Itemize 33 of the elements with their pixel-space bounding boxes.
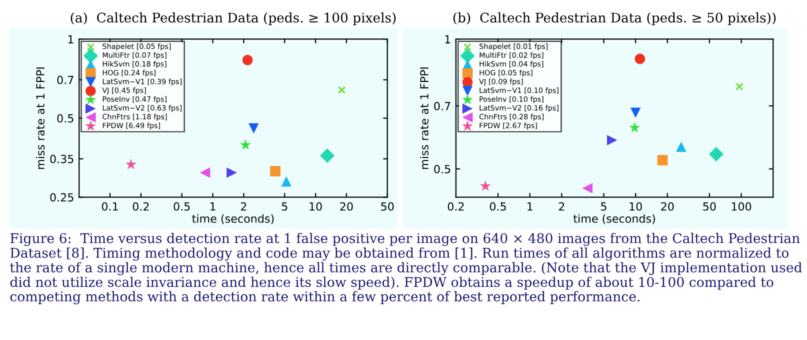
x-tick-label: 2 bbox=[558, 202, 564, 211]
y-axis-title: miss rate at 1 FPPI bbox=[36, 67, 45, 169]
y-tick-label: 0.5 bbox=[57, 114, 74, 123]
x-tick-label: 1 bbox=[210, 202, 216, 211]
x-tick-label: 20 bbox=[340, 202, 353, 211]
y-tick-label: 0.7 bbox=[57, 76, 74, 84]
y-axis-title: miss rate at 1 FPPI bbox=[420, 67, 428, 169]
x-tick-label: 0.1 bbox=[102, 202, 118, 211]
x-tick-label: 10 bbox=[310, 202, 322, 211]
y-tick-label: 0.35 bbox=[50, 154, 74, 164]
x-tick-label: 1 bbox=[528, 202, 532, 211]
x-tick-label: 0.2 bbox=[132, 202, 149, 211]
x-tick-label: 5 bbox=[601, 202, 606, 211]
x-tick-label: 10 bbox=[630, 202, 642, 211]
x-axis-title: time (seconds) bbox=[573, 214, 655, 224]
x-tick-label: 50 bbox=[381, 202, 394, 211]
x-tick-label: 20 bbox=[661, 202, 674, 211]
x-tick-label: 5 bbox=[282, 202, 288, 211]
x-tick-label: 2 bbox=[240, 202, 246, 211]
x-tick-label: 0.5 bbox=[174, 202, 190, 211]
x-tick-label: 0.5 bbox=[490, 202, 506, 211]
chart-title: (b) Caltech Pedestrian Data (peds. ≥ 50 pixels)) bbox=[453, 12, 776, 26]
y-tick-label: 0.5 bbox=[434, 164, 450, 174]
x-tick-label: 100 bbox=[732, 202, 752, 211]
chart-title: (a) Caltech Pedestrian Data (peds. ≥ 100 pixels) bbox=[70, 12, 396, 26]
x-axis-title: time (seconds) bbox=[192, 214, 274, 224]
y-tick-label: 0.25 bbox=[50, 193, 74, 202]
y-tick-label: 0.7 bbox=[434, 102, 450, 110]
x-tick-label: 0.2 bbox=[448, 202, 464, 211]
y-tick-label: 1 bbox=[68, 35, 74, 44]
caption: Figure 6: Time versus detection rate at 1 false positive per image on 640 × 480 images from the Caltech Pedestrian Dataset [8]. Timing methodology and code may be obtained from [1]. Run times of all algorithms are normalized to the rate of a single modern machine, hence all times are directly comparable. (Note that the VJ implementation used did not utilize scale invariance and hence its slow speed). FPDW obtains a speedup of about 10-100 compared to competing methods with a detection rate within a few percent of best reported performance. bbox=[10, 232, 802, 304]
y-tick-label: 1 bbox=[445, 35, 450, 44]
x-tick-label: 50 bbox=[703, 202, 716, 211]
